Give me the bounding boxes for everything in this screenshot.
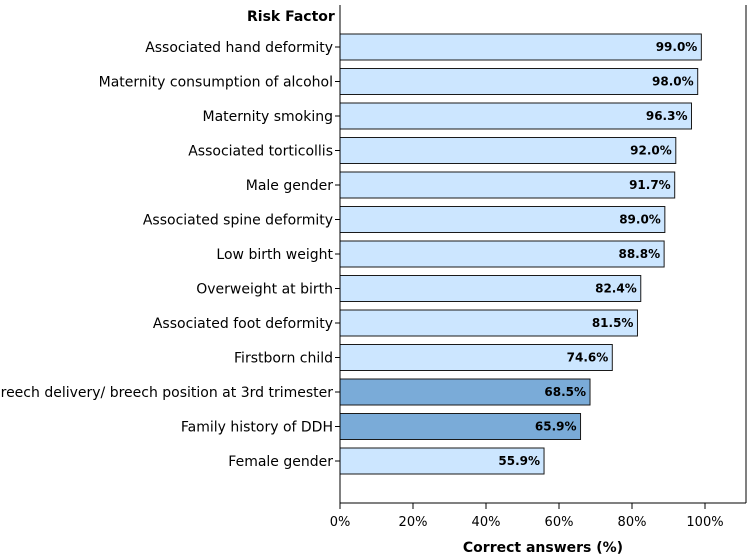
x-axis-label: Correct answers (%)	[463, 540, 623, 556]
bar-group: Breech delivery/ breech position at 3rd …	[0, 378, 591, 406]
bars-layer: Associated hand deformity 99.0% Maternity …	[0, 33, 702, 475]
value-label: 89.0%	[619, 213, 661, 227]
bar	[339, 344, 613, 371]
bar-group: Family history of DDH 65.9%	[181, 413, 582, 440]
x-tick-label: 80%	[618, 515, 647, 530]
bar	[339, 33, 702, 61]
value-label: 99.0%	[656, 40, 698, 54]
category-label: Associated torticollis	[188, 144, 333, 160]
bar-group: Associated foot deformity 81.5%	[153, 309, 638, 337]
value-label: 81.5%	[592, 316, 634, 330]
bar	[339, 206, 666, 233]
value-label: 65.9%	[535, 420, 577, 434]
value-label: 92.0%	[630, 144, 672, 158]
bar	[339, 240, 665, 268]
bar-group: Associated torticollis 92.0%	[188, 137, 677, 164]
category-label: Family history of DDH	[181, 420, 333, 436]
value-label: 82.4%	[595, 282, 637, 296]
value-label: 98.0%	[652, 75, 694, 89]
axes-layer	[339, 5, 747, 504]
category-label: Associated foot deformity	[153, 316, 333, 332]
value-label: 88.8%	[618, 247, 660, 261]
bar-group: Firstborn child 74.6%	[234, 344, 613, 371]
value-label: 91.7%	[629, 178, 671, 192]
bar	[339, 68, 699, 95]
value-label: 68.5%	[544, 385, 586, 399]
category-label: Male gender	[246, 178, 333, 194]
category-label: Firstborn child	[234, 351, 333, 367]
chart-title: Risk Factor	[247, 9, 335, 25]
bar	[339, 102, 692, 130]
x-ticks-layer: 0% 20% 40% 60% 80% 100%	[330, 503, 724, 530]
category-label: Breech delivery/ breech position at 3rd …	[0, 385, 333, 401]
category-label: Low birth weight	[216, 247, 333, 263]
value-label: 55.9%	[498, 454, 540, 468]
bar-group: Maternity consumption of alcohol 98.0%	[99, 68, 699, 95]
bar-group: Male gender 91.7%	[246, 171, 676, 199]
bar-group: Female gender 55.9%	[228, 447, 545, 475]
bar-group: Maternity smoking 96.3%	[202, 102, 692, 130]
category-label: Maternity consumption of alcohol	[99, 75, 333, 91]
x-tick-label: 40%	[472, 515, 501, 530]
bar-group: Associated hand deformity 99.0%	[145, 33, 702, 61]
value-label: 74.6%	[567, 351, 609, 365]
bar	[339, 171, 676, 199]
value-label: 96.3%	[646, 109, 688, 123]
x-tick-label: 20%	[399, 515, 428, 530]
x-tick-label: 0%	[330, 515, 351, 530]
x-tick-label: 60%	[545, 515, 574, 530]
bar-group: Low birth weight 88.8%	[216, 240, 665, 268]
bar-group: Overweight at birth 82.4%	[196, 275, 642, 302]
bar-group: Associated spine deformity 89.0%	[143, 206, 666, 233]
category-label: Maternity smoking	[202, 109, 333, 125]
bar	[339, 309, 638, 337]
category-label: Associated hand deformity	[145, 40, 333, 56]
bar	[339, 413, 582, 440]
x-tick-label: 100%	[686, 515, 723, 530]
bar	[339, 137, 677, 164]
category-label: Female gender	[228, 454, 333, 470]
bar	[339, 447, 545, 475]
category-label: Overweight at birth	[196, 282, 333, 298]
category-label: Associated spine deformity	[143, 213, 333, 229]
